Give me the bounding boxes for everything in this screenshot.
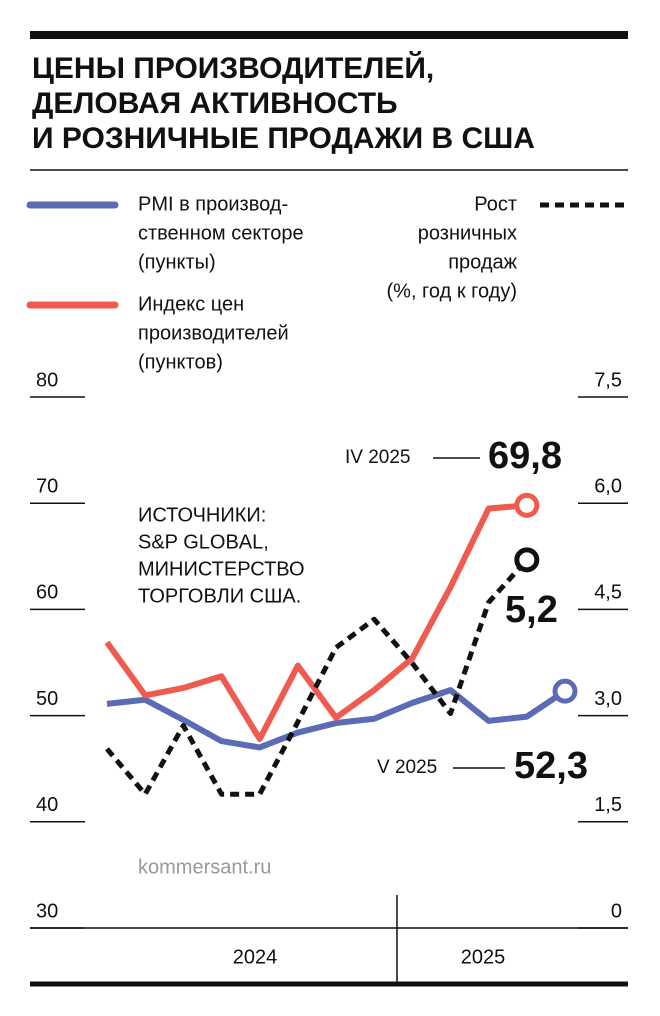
y2-tick-label: 4,5 [594,582,622,604]
legend-label: PMI в производ- [138,193,288,215]
end-marker [514,547,540,573]
year-label: 2024 [233,946,278,968]
y-tick-label: 80 [36,369,58,391]
source-note: ТОРГОВЛИ США. [138,585,301,607]
period-label: IV 2025 [345,447,411,468]
series-line [104,502,528,742]
end-marker [552,678,578,704]
y2-tick-label: 3,0 [594,688,622,710]
y2-tick-label: 7,5 [594,369,622,391]
year-label: 2025 [461,946,506,968]
y-tick-label: 40 [36,794,58,816]
chart-title: ЦЕНЫ ПРОИЗВОДИТЕЛЕЙ, [32,51,434,85]
series-line [105,558,529,797]
source-note: S&P GLOBAL, [138,531,269,553]
y-tick-label: 30 [36,900,58,922]
legend-label: Индекс цен [138,293,244,315]
end-value-label: 5,2 [505,589,558,631]
period-label: V 2025 [377,757,437,778]
y2-tick-label: 6,0 [594,475,622,497]
legend-label: производителей [138,322,289,344]
end-value-label: 52,3 [514,745,588,787]
legend-label: продаж [448,251,517,273]
chart-title: ДЕЛОВАЯ АКТИВНОСТЬ [32,87,398,120]
source-note: ИСТОЧНИКИ: [138,504,266,526]
legend-label: ственном секторе [138,222,304,244]
y-tick-label: 50 [36,688,58,710]
end-value-label: 69,8 [488,435,562,477]
legend-label: (%, год к году) [387,280,518,302]
source-note: МИНИСТЕРСТВО [138,558,305,580]
legend-label: (пункты) [138,251,216,273]
credit: kommersant.ru [138,856,271,878]
chart-title: И РОЗНИЧНЫЕ ПРОДАЖИ В США [32,122,535,155]
y-tick-label: 60 [36,582,58,604]
y2-tick-label: 0 [611,900,622,922]
series-line [106,687,567,751]
legend-label: (пунктов) [138,351,223,373]
legend-label: Рост [474,193,517,215]
legend-label: розничных [418,222,517,244]
y-tick-label: 70 [36,475,58,497]
end-marker [514,492,540,518]
y2-tick-label: 1,5 [594,794,622,816]
